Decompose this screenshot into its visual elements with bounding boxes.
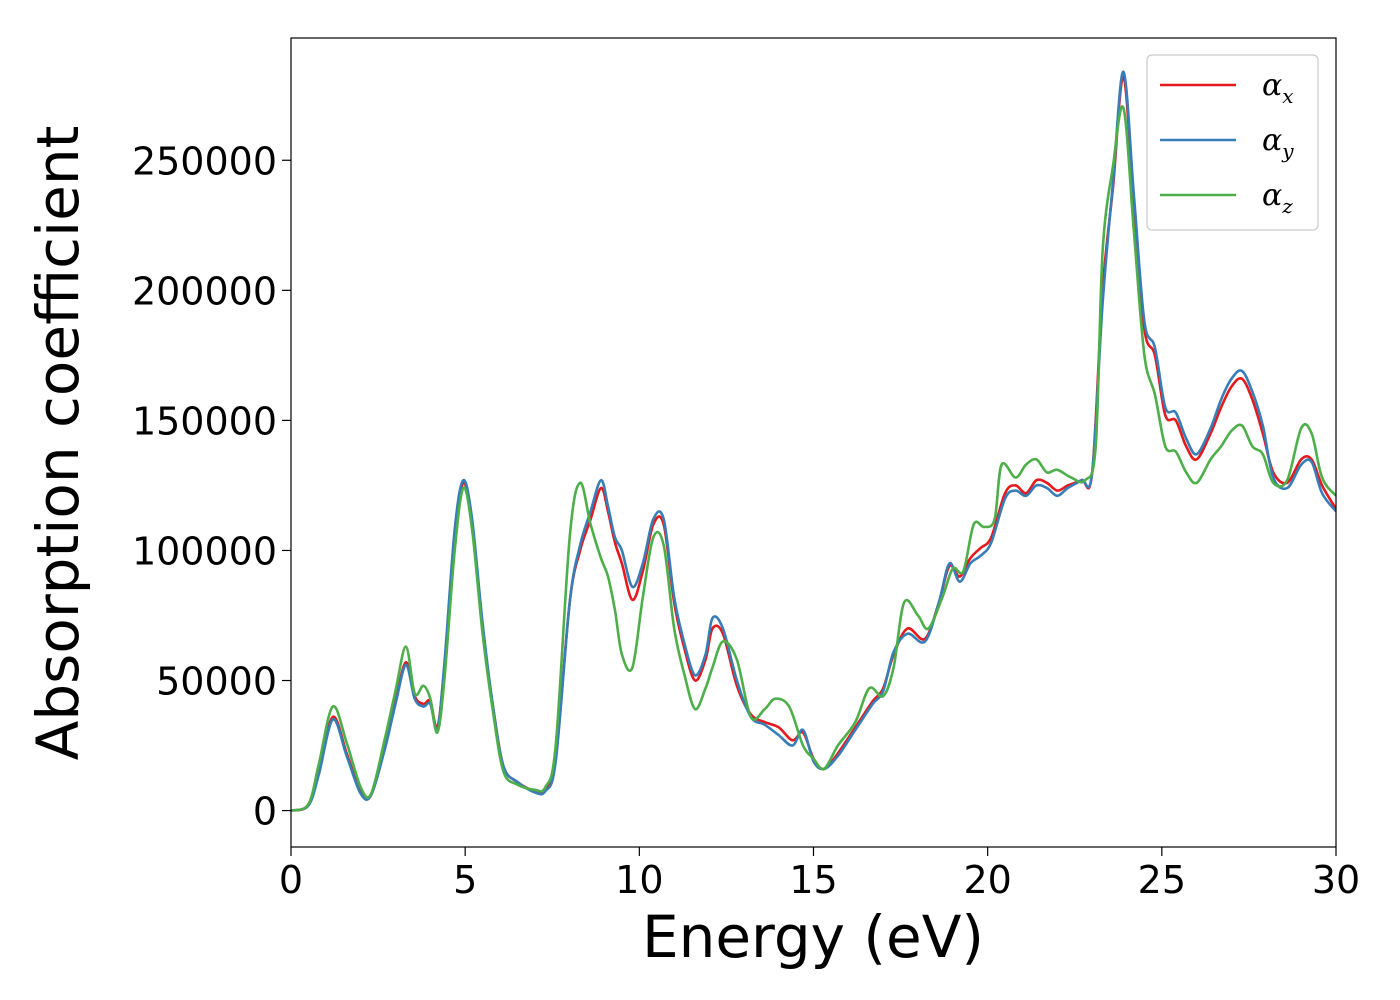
- x-tick-label: 15: [789, 858, 837, 902]
- y-axis-label: Absorption coefficient: [24, 126, 92, 761]
- legend-label-y: αy: [1262, 123, 1294, 163]
- legend-box: [1146, 54, 1319, 231]
- legend-label-z: αz: [1262, 178, 1293, 218]
- y-tick-label: 200000: [132, 269, 277, 313]
- x-tick-label: 25: [1138, 858, 1186, 902]
- y-tick-label: 250000: [132, 139, 277, 183]
- x-tick-label: 20: [963, 858, 1011, 902]
- x-tick-label: 0: [279, 858, 303, 902]
- series-line-z: [291, 105, 1336, 812]
- y-tick-label: 100000: [132, 529, 277, 573]
- series-line-y: [291, 70, 1336, 812]
- y-axis-ticks: 0 50000 100000 150000 200000 250000: [132, 139, 291, 834]
- x-axis-ticks: 0 5 10 15 20 25 30: [279, 847, 1360, 902]
- y-tick-label: 0: [253, 790, 277, 834]
- y-tick-label: 150000: [132, 399, 277, 443]
- x-tick-label: 30: [1312, 858, 1360, 902]
- x-tick-label: 10: [615, 858, 663, 902]
- series-layer: [291, 70, 1336, 812]
- x-axis-label: Energy (eV): [642, 903, 984, 971]
- legend-label-x: αx: [1262, 68, 1294, 108]
- legend: αx αy αz: [1146, 54, 1319, 231]
- x-tick-label: 5: [453, 858, 477, 902]
- y-tick-label: 50000: [156, 660, 277, 704]
